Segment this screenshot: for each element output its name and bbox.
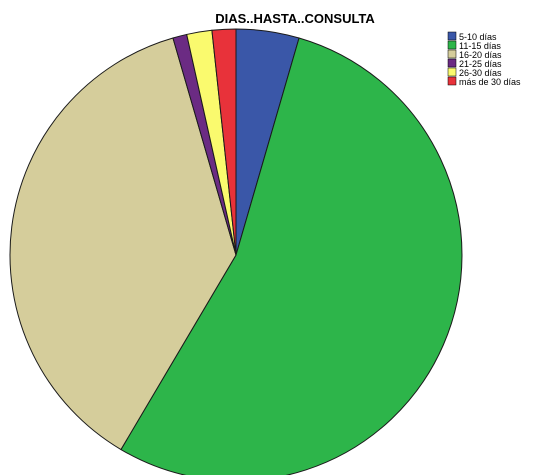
- pie-slices: [9, 28, 463, 475]
- legend-label: 11-15 días: [459, 41, 501, 51]
- legend-label: 16-20 días: [459, 50, 502, 60]
- pie-slice-1: [120, 37, 463, 475]
- pie-slice-5: [211, 28, 237, 256]
- legend-item: más de 30 días: [447, 76, 521, 87]
- legend-swatch-2: [447, 49, 457, 59]
- legend-label: 5-10 días: [459, 32, 497, 42]
- legend-label: 26-30 días: [459, 68, 502, 78]
- legend-swatch-3: [447, 58, 457, 68]
- pie-slice-2: [9, 37, 237, 451]
- legend-swatch-5: [447, 76, 457, 86]
- legend-item: 21-25 días: [447, 58, 502, 69]
- legend-swatch-1: [447, 40, 457, 50]
- legend-item: 5-10 días: [447, 31, 497, 42]
- legend-item: 11-15 días: [447, 40, 501, 51]
- legend-label: más de 30 días: [459, 77, 521, 87]
- legend-label: 21-25 días: [459, 59, 502, 69]
- legend: 5-10 días 11-15 días 16-20 días 21-25 dí…: [447, 31, 521, 87]
- legend-swatch-4: [447, 67, 457, 77]
- legend-item: 26-30 días: [447, 67, 502, 78]
- legend-swatch-0: [447, 31, 457, 41]
- legend-item: 16-20 días: [447, 49, 502, 60]
- chart-title: DIAS..HASTA..CONSULTA: [215, 11, 375, 26]
